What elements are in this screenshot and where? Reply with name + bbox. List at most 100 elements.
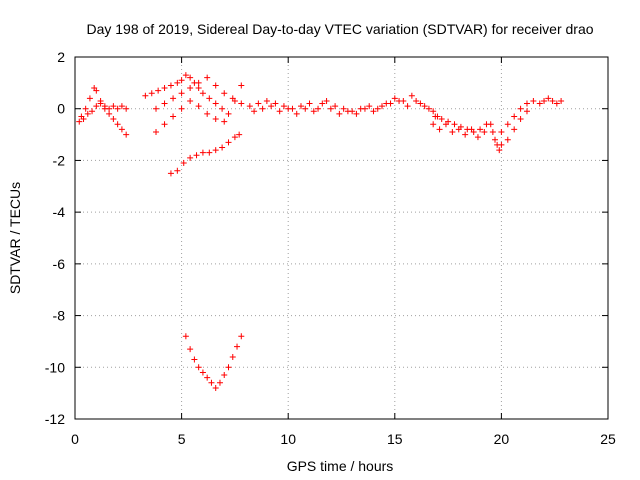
data-point [302, 105, 309, 112]
data-point [178, 105, 185, 112]
data-point [182, 333, 189, 340]
data-point [212, 100, 219, 107]
y-tick-label: -6 [53, 256, 66, 272]
data-point [161, 100, 168, 107]
data-point [276, 108, 283, 115]
data-point [370, 108, 377, 115]
data-point [306, 100, 313, 107]
data-point [89, 108, 96, 115]
y-axis-label: SDTVAR / TECUs [7, 182, 23, 294]
data-point [178, 90, 185, 97]
series-segment-8 [246, 92, 441, 120]
data-point [80, 116, 87, 123]
data-point [155, 87, 162, 94]
data-point [340, 105, 347, 112]
data-point [229, 95, 236, 102]
data-point [219, 144, 226, 151]
data-point [263, 97, 270, 104]
data-point [114, 105, 121, 112]
data-point [110, 103, 117, 110]
data-point [84, 110, 91, 117]
series-segment-15 [536, 95, 565, 107]
y-tick-label: -12 [45, 411, 65, 427]
data-point [498, 141, 505, 148]
data-point [319, 100, 326, 107]
data-point [255, 100, 262, 107]
data-point [229, 353, 236, 360]
data-point [438, 116, 445, 123]
data-point [238, 100, 245, 107]
data-point [451, 121, 458, 128]
data-point [206, 95, 213, 102]
y-tick-label: -4 [53, 204, 66, 220]
x-tick-label: 15 [387, 431, 403, 447]
data-point [170, 113, 177, 120]
data-point [123, 131, 130, 138]
data-point [199, 369, 206, 376]
x-tick-label: 20 [494, 431, 510, 447]
data-point [558, 97, 565, 104]
x-tick-label: 25 [600, 431, 616, 447]
series-segment-12 [487, 121, 503, 154]
plot-frame [74, 56, 609, 420]
data-point [315, 105, 322, 112]
data-point [336, 110, 343, 117]
data-point [449, 128, 456, 135]
data-point [225, 364, 232, 371]
data-point [504, 121, 511, 128]
y-tick-labels: -12 -10 -8 -6 -4 -2 0 2 [45, 49, 65, 427]
axis-ticks [74, 56, 609, 420]
chart-title: Day 198 of 2019, Sidereal Day-to-day VTE… [86, 21, 593, 37]
data-point [323, 97, 330, 104]
data-point [462, 131, 469, 138]
data-point [118, 103, 125, 110]
data-point [167, 170, 174, 177]
data-point [174, 167, 181, 174]
data-point [187, 97, 194, 104]
data-point [536, 100, 543, 107]
data-point [182, 72, 189, 79]
data-point [221, 90, 228, 97]
series-segment-1 [78, 85, 130, 120]
data-point [404, 103, 411, 110]
data-point [195, 103, 202, 110]
data-point [191, 356, 198, 363]
series-segment-5 [153, 97, 228, 135]
data-point [187, 346, 194, 353]
x-tick-label: 0 [71, 431, 79, 447]
data-point [93, 87, 100, 94]
data-point [246, 103, 253, 110]
series-segment-14 [498, 100, 530, 135]
data-point [212, 82, 219, 89]
data-point [361, 105, 368, 112]
data-points [76, 72, 565, 391]
data-point [379, 103, 386, 110]
data-point [76, 118, 83, 125]
series-segment-2 [76, 100, 130, 138]
x-axis-label: GPS time / hours [287, 458, 394, 474]
data-point [327, 105, 334, 112]
data-point [417, 100, 424, 107]
data-point [153, 105, 160, 112]
series-segment-4 [153, 74, 245, 112]
data-point [106, 105, 113, 112]
data-point [199, 90, 206, 97]
data-point [332, 103, 339, 110]
data-point [517, 116, 524, 123]
series-segment-3 [142, 72, 245, 117]
data-point [293, 110, 300, 117]
data-point [430, 108, 437, 115]
series-segment-9 [251, 97, 437, 117]
data-point [268, 103, 275, 110]
data-point [195, 364, 202, 371]
y-tick-label: -2 [53, 152, 66, 168]
x-tick-label: 10 [280, 431, 296, 447]
data-point [204, 110, 211, 117]
y-tick-label: -10 [45, 359, 65, 375]
data-point [408, 92, 415, 99]
data-point [97, 100, 104, 107]
data-point [167, 82, 174, 89]
data-point [496, 147, 503, 154]
